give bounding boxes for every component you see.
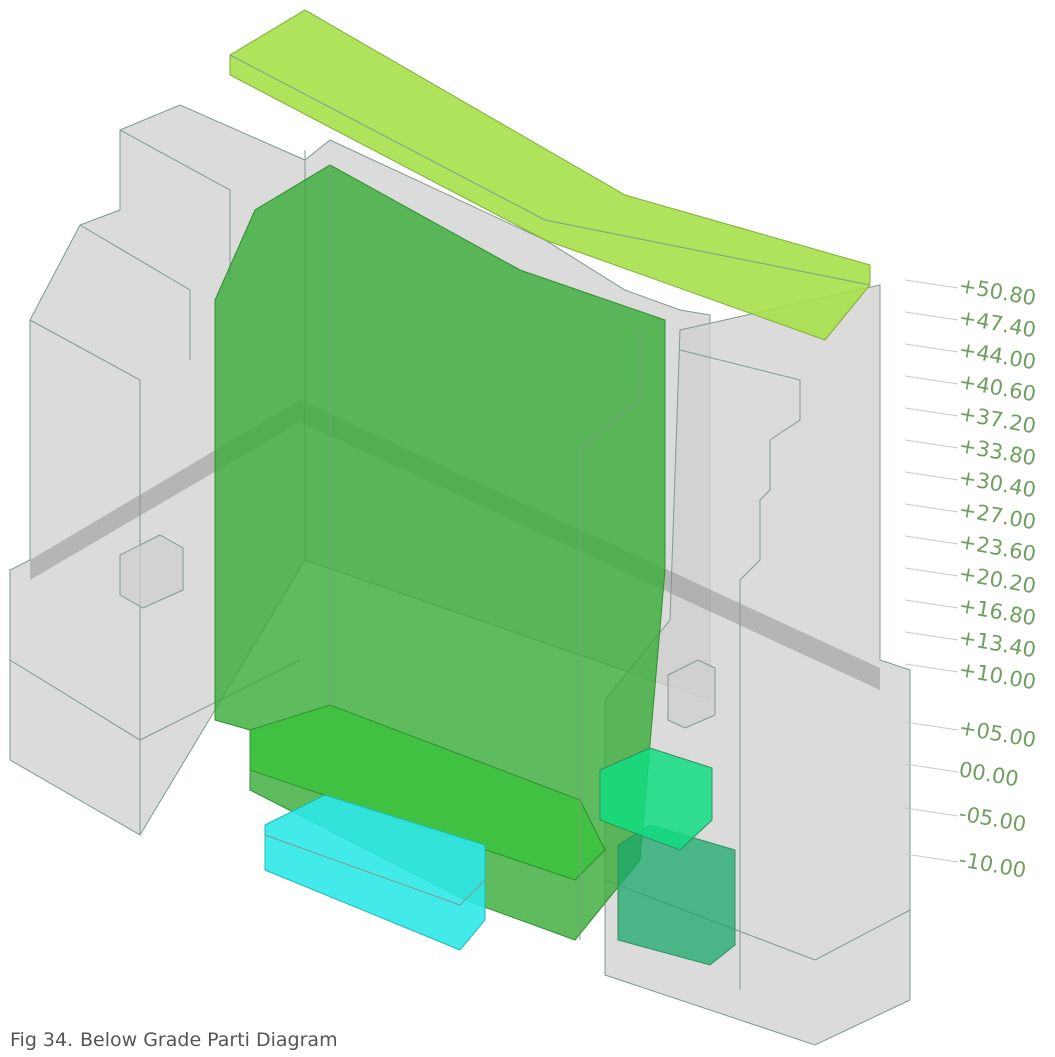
- steps: [29, 319, 141, 835]
- leader-line: [904, 375, 959, 385]
- roof-edge: [229, 54, 871, 286]
- leader-line: [904, 343, 959, 353]
- level-label: +33.80: [957, 433, 1038, 470]
- figure-number: Fig 34.: [10, 1029, 73, 1051]
- small-box: [667, 659, 716, 729]
- leader-line: [904, 663, 959, 673]
- level-label: -05.00: [957, 801, 1028, 836]
- figure-title: Below Grade Parti Diagram: [80, 1029, 338, 1051]
- level-label: +44.00: [957, 337, 1038, 374]
- leader-line: [904, 439, 959, 449]
- leader-line: [904, 763, 959, 773]
- steps: [119, 129, 231, 280]
- leader-line: [904, 631, 959, 641]
- cyan-edge: [264, 834, 486, 906]
- level-label: +23.60: [957, 529, 1038, 566]
- leader-line: [904, 853, 959, 863]
- leader-line: [904, 311, 959, 321]
- level-label: +37.20: [957, 401, 1038, 438]
- leader-line: [904, 807, 959, 817]
- level-label: +13.40: [957, 625, 1038, 662]
- level-label: -10.00: [957, 847, 1028, 882]
- level-label: 00.00: [957, 757, 1020, 791]
- leader-line: [904, 279, 959, 289]
- level-label: +16.80: [957, 593, 1038, 630]
- level-label: +10.00: [957, 657, 1038, 694]
- main-edge: [579, 330, 641, 451]
- leader-line: [904, 567, 959, 577]
- leader-line: [904, 471, 959, 481]
- level-label: +30.40: [957, 465, 1038, 502]
- leader-line: [904, 503, 959, 513]
- level-label: +20.20: [957, 561, 1038, 598]
- leader-line: [904, 599, 959, 609]
- core-box: [599, 747, 713, 851]
- leader-line: [904, 721, 959, 731]
- level-label: +05.00: [957, 715, 1038, 752]
- level-label: +47.40: [957, 305, 1038, 342]
- level-label: +40.60: [957, 369, 1038, 406]
- below-grade-volume: [264, 794, 486, 951]
- steps: [79, 224, 191, 360]
- level-label: +50.80: [957, 273, 1038, 310]
- massing: [9, 9, 911, 1046]
- level-label: +27.00: [957, 497, 1038, 534]
- small-box: [119, 534, 184, 609]
- leader-line: [904, 535, 959, 545]
- leader-line: [904, 407, 959, 417]
- steps: [679, 349, 801, 990]
- level-labels: +50.80+47.40+44.00+40.60+37.20+33.80+30.…: [904, 273, 1038, 883]
